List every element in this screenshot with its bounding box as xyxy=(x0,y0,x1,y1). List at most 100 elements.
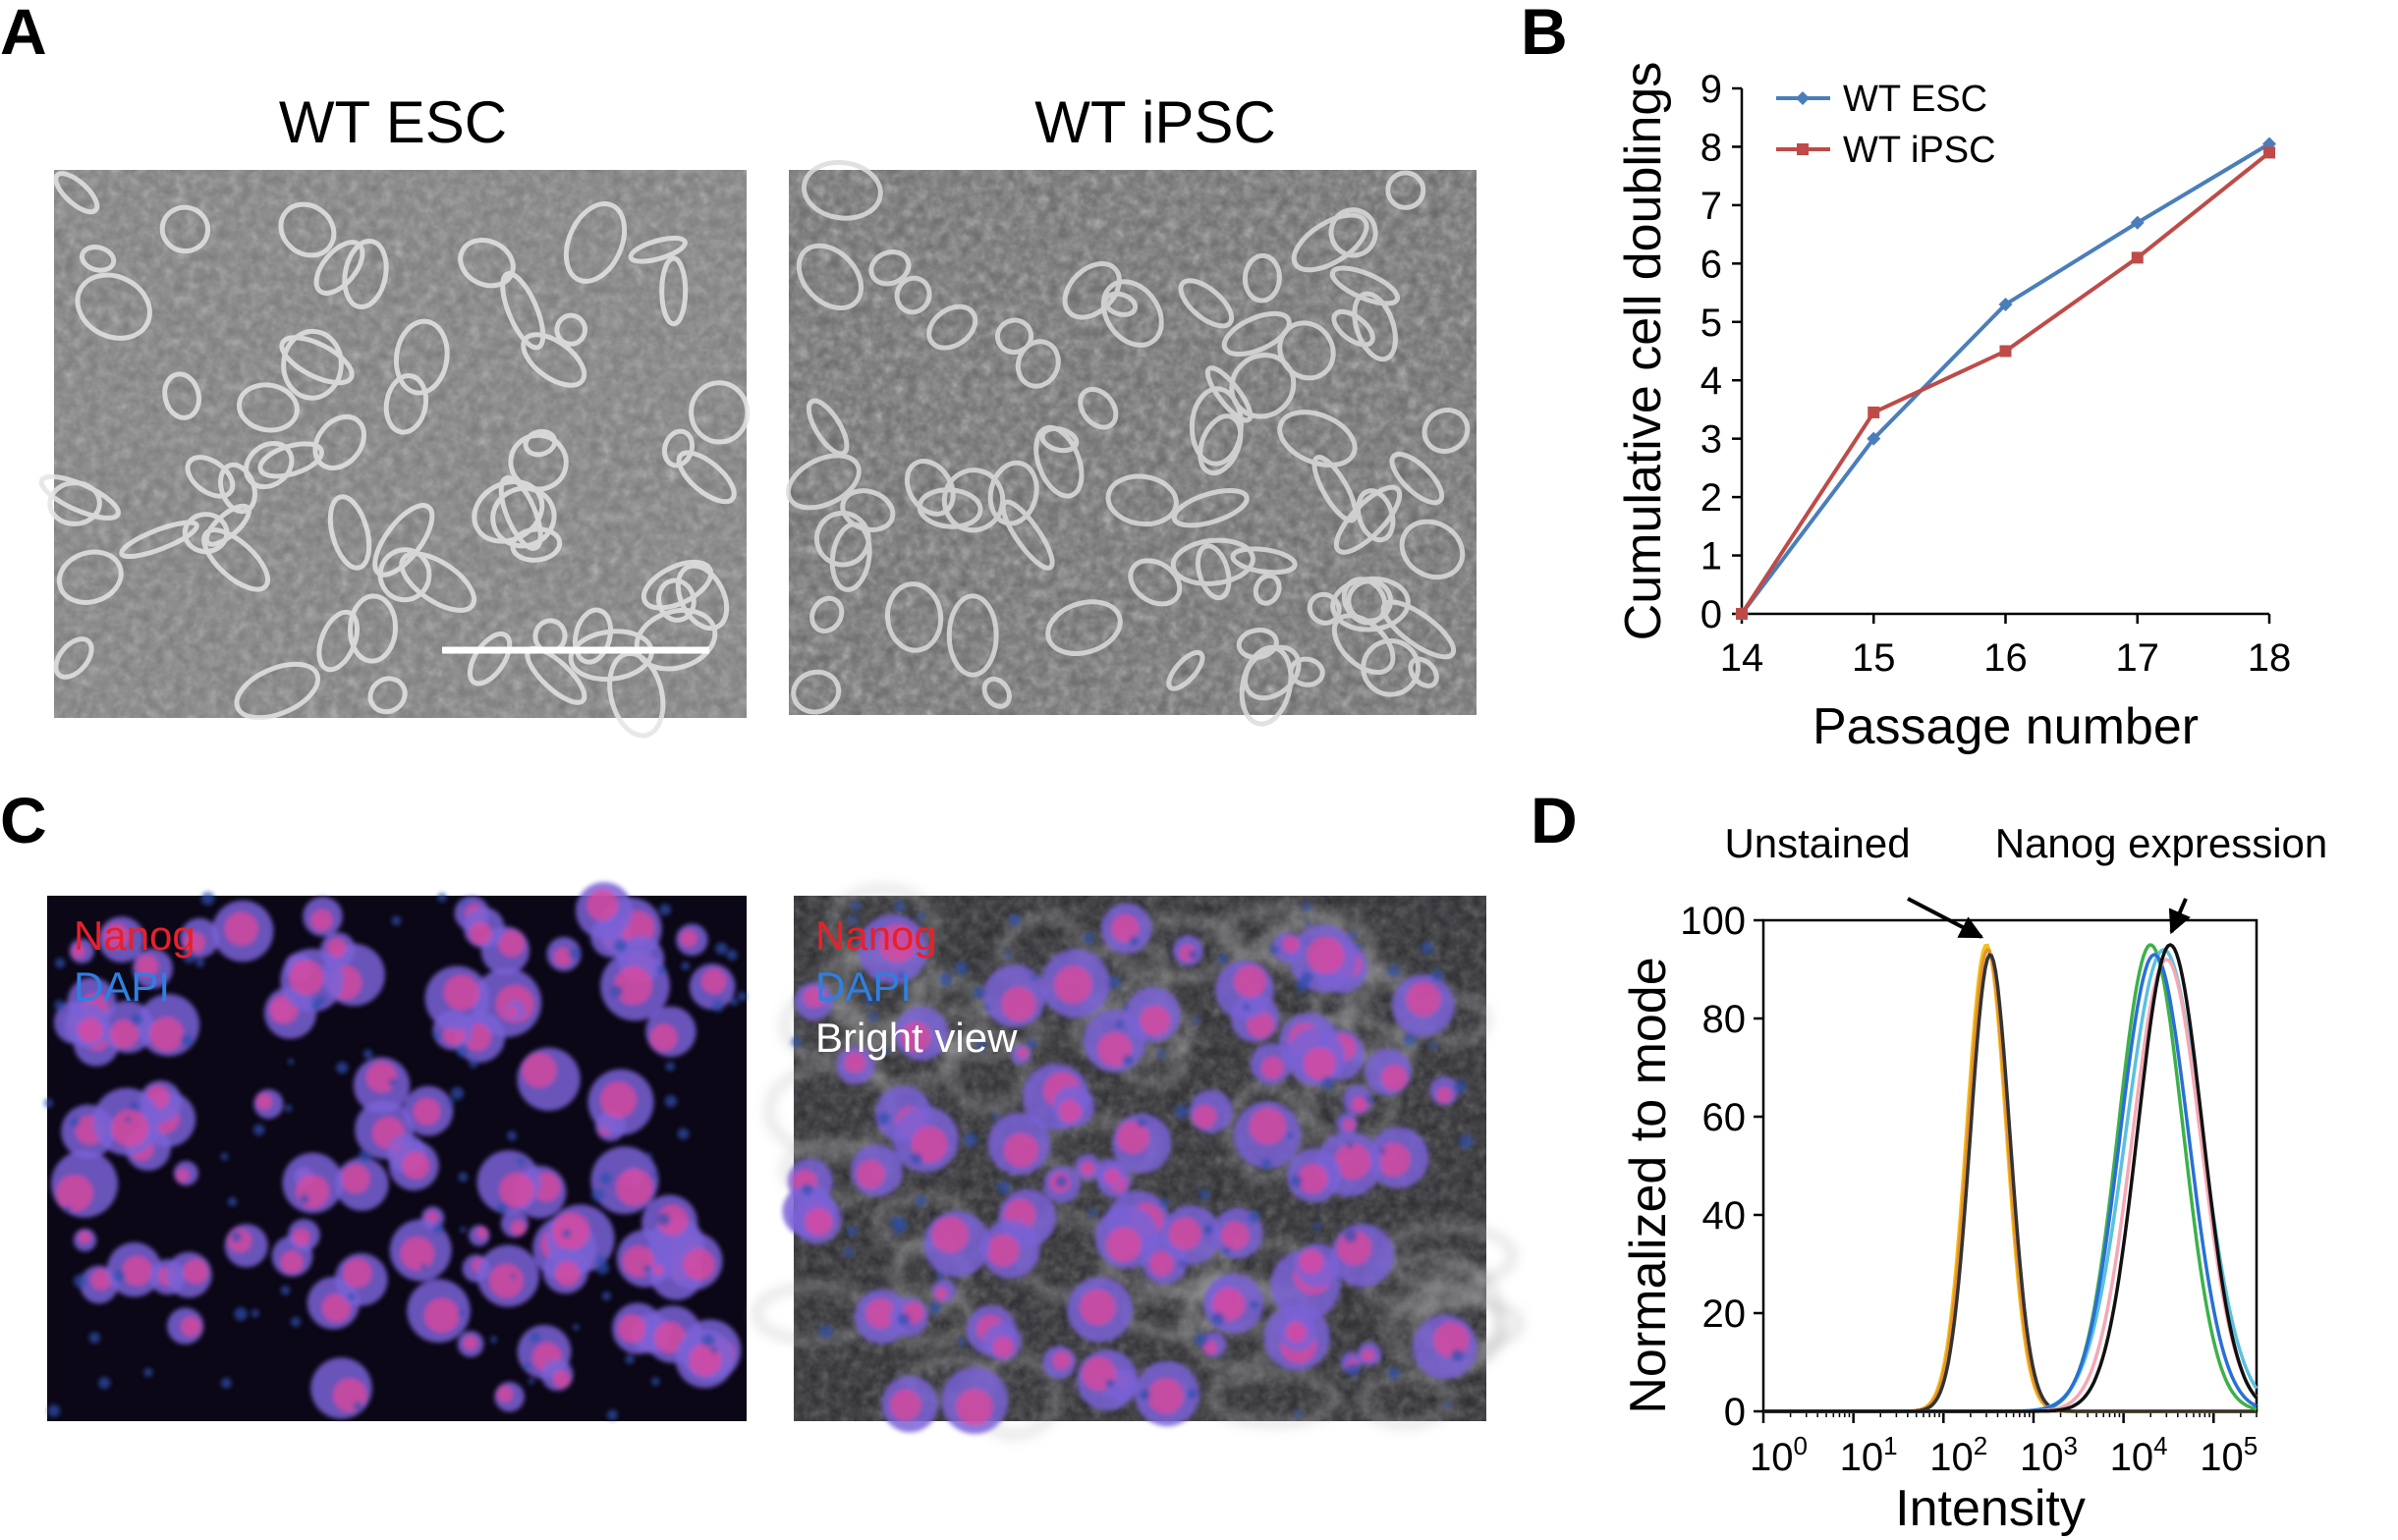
dapi-nucleus xyxy=(1347,1141,1354,1149)
nanog-signal xyxy=(506,1006,519,1018)
dapi-nucleus xyxy=(1243,1003,1251,1011)
dapi-nucleus xyxy=(510,1273,517,1280)
colony xyxy=(383,373,429,435)
x-tick-label: 102 xyxy=(1929,1431,1987,1479)
colony xyxy=(1170,537,1255,586)
dapi-nucleus xyxy=(864,995,874,1005)
dapi-nucleus xyxy=(516,1157,526,1166)
chart-cell-doublings: 0 1 2 3 4 5 6 7 8 9 14 15 16 17 18 WT ESC WT iPSC Passage… xyxy=(1615,62,2291,755)
annotation-arrow xyxy=(1907,897,1984,939)
colony xyxy=(281,328,344,401)
colony xyxy=(806,398,850,457)
data-point xyxy=(2131,251,2144,264)
dapi-nucleus xyxy=(1421,942,1433,955)
dapi-nucleus xyxy=(650,1171,658,1179)
nanog-signal xyxy=(90,1269,112,1291)
dapi-nucleus xyxy=(362,1049,373,1060)
dapi-nucleus xyxy=(73,1274,87,1289)
colony xyxy=(327,494,372,571)
legend-marker xyxy=(1796,91,1810,105)
dapi-nucleus xyxy=(458,1309,466,1317)
colony xyxy=(316,609,361,673)
dapi-nucleus xyxy=(1055,1175,1068,1188)
dapi-nucleus xyxy=(847,1226,858,1237)
nanog-signal xyxy=(805,1208,833,1237)
nanog-signal xyxy=(56,1175,93,1212)
y-tick-label: 40 xyxy=(1702,1194,1747,1238)
panel-a-ipsc-title: WT iPSC xyxy=(1034,89,1276,155)
nanog-signal xyxy=(469,921,492,945)
dapi-nucleus xyxy=(730,998,739,1007)
nanog-signal xyxy=(615,1169,653,1206)
dapi-nucleus xyxy=(143,1367,153,1377)
dapi-nucleus xyxy=(227,1196,238,1207)
nanog-signal xyxy=(365,1062,398,1093)
fluorescence-image-nanog-dapi-bright xyxy=(753,885,1523,1438)
nanog-signal xyxy=(1433,1322,1470,1358)
nanog-signal xyxy=(1116,1121,1149,1154)
colony xyxy=(628,236,688,264)
dapi-nucleus xyxy=(1199,1189,1210,1200)
colony xyxy=(234,661,321,721)
colony xyxy=(987,460,1039,526)
dapi-nucleus xyxy=(1431,969,1443,981)
dapi-nucleus xyxy=(221,1377,232,1389)
dapi-nucleus xyxy=(882,1047,889,1055)
colony xyxy=(1015,339,1061,389)
nanog-signal xyxy=(554,1261,581,1287)
dapi-nucleus xyxy=(358,1149,372,1164)
dapi-nucleus xyxy=(656,964,667,975)
nanog-signal xyxy=(1381,1065,1408,1091)
dapi-nucleus xyxy=(1453,1079,1467,1094)
nanog-signal xyxy=(255,1093,273,1110)
dapi-nucleus xyxy=(1286,1132,1294,1139)
dapi-nucleus xyxy=(997,1181,1011,1194)
nanog-signal xyxy=(224,911,258,946)
dapi-nucleus xyxy=(1088,1208,1097,1217)
dapi-nucleus xyxy=(129,1101,139,1112)
dapi-nucleus xyxy=(125,1116,132,1124)
colony xyxy=(1062,261,1122,320)
dapi-nucleus xyxy=(939,972,952,986)
annotation-unstained: Unstained xyxy=(1724,820,1910,866)
nanog-signal xyxy=(1017,1047,1029,1059)
histogram-curve-stained xyxy=(1763,943,2259,1413)
colony xyxy=(675,563,730,632)
colony xyxy=(472,479,545,544)
colony xyxy=(801,159,883,221)
dapi-nucleus xyxy=(1320,1075,1334,1089)
colony xyxy=(1288,656,1325,688)
dapi-nucleus xyxy=(1388,964,1400,977)
nanog-signal xyxy=(443,974,479,1011)
dapi-nucleus xyxy=(1137,1118,1147,1128)
dapi-nucleus xyxy=(1343,1229,1358,1243)
y-tick-label: 8 xyxy=(1701,126,1722,169)
dapi-nucleus xyxy=(1179,1259,1187,1268)
dapi-nucleus xyxy=(1365,1095,1373,1104)
y-axis-title: Normalized to mode xyxy=(1620,957,1677,1413)
dapi-nucleus xyxy=(715,942,728,955)
dapi-nucleus xyxy=(1248,1210,1260,1223)
dapi-nucleus xyxy=(1451,1348,1464,1362)
x-tick-label: 14 xyxy=(1720,636,1764,680)
dapi-nucleus xyxy=(595,1261,609,1275)
colony xyxy=(510,526,563,563)
nanog-signal xyxy=(600,1081,637,1119)
colony xyxy=(279,335,355,386)
nanog-signal xyxy=(1234,964,1266,998)
colony xyxy=(554,312,588,347)
colony xyxy=(1253,573,1282,606)
dapi-nucleus xyxy=(709,1347,718,1354)
colony xyxy=(1221,310,1292,358)
dapi-nucleus xyxy=(251,1309,259,1318)
dapi-nucleus xyxy=(353,1401,362,1411)
colony xyxy=(236,382,300,433)
dapi-nucleus xyxy=(69,1117,81,1128)
nanog-signal xyxy=(489,1263,524,1298)
annotation-nanog-expression: Nanog expression xyxy=(1995,820,2328,866)
dapi-nucleus xyxy=(848,915,858,924)
dapi-nucleus xyxy=(234,1307,248,1321)
dapi-nucleus xyxy=(530,1332,541,1344)
colony xyxy=(521,332,587,388)
